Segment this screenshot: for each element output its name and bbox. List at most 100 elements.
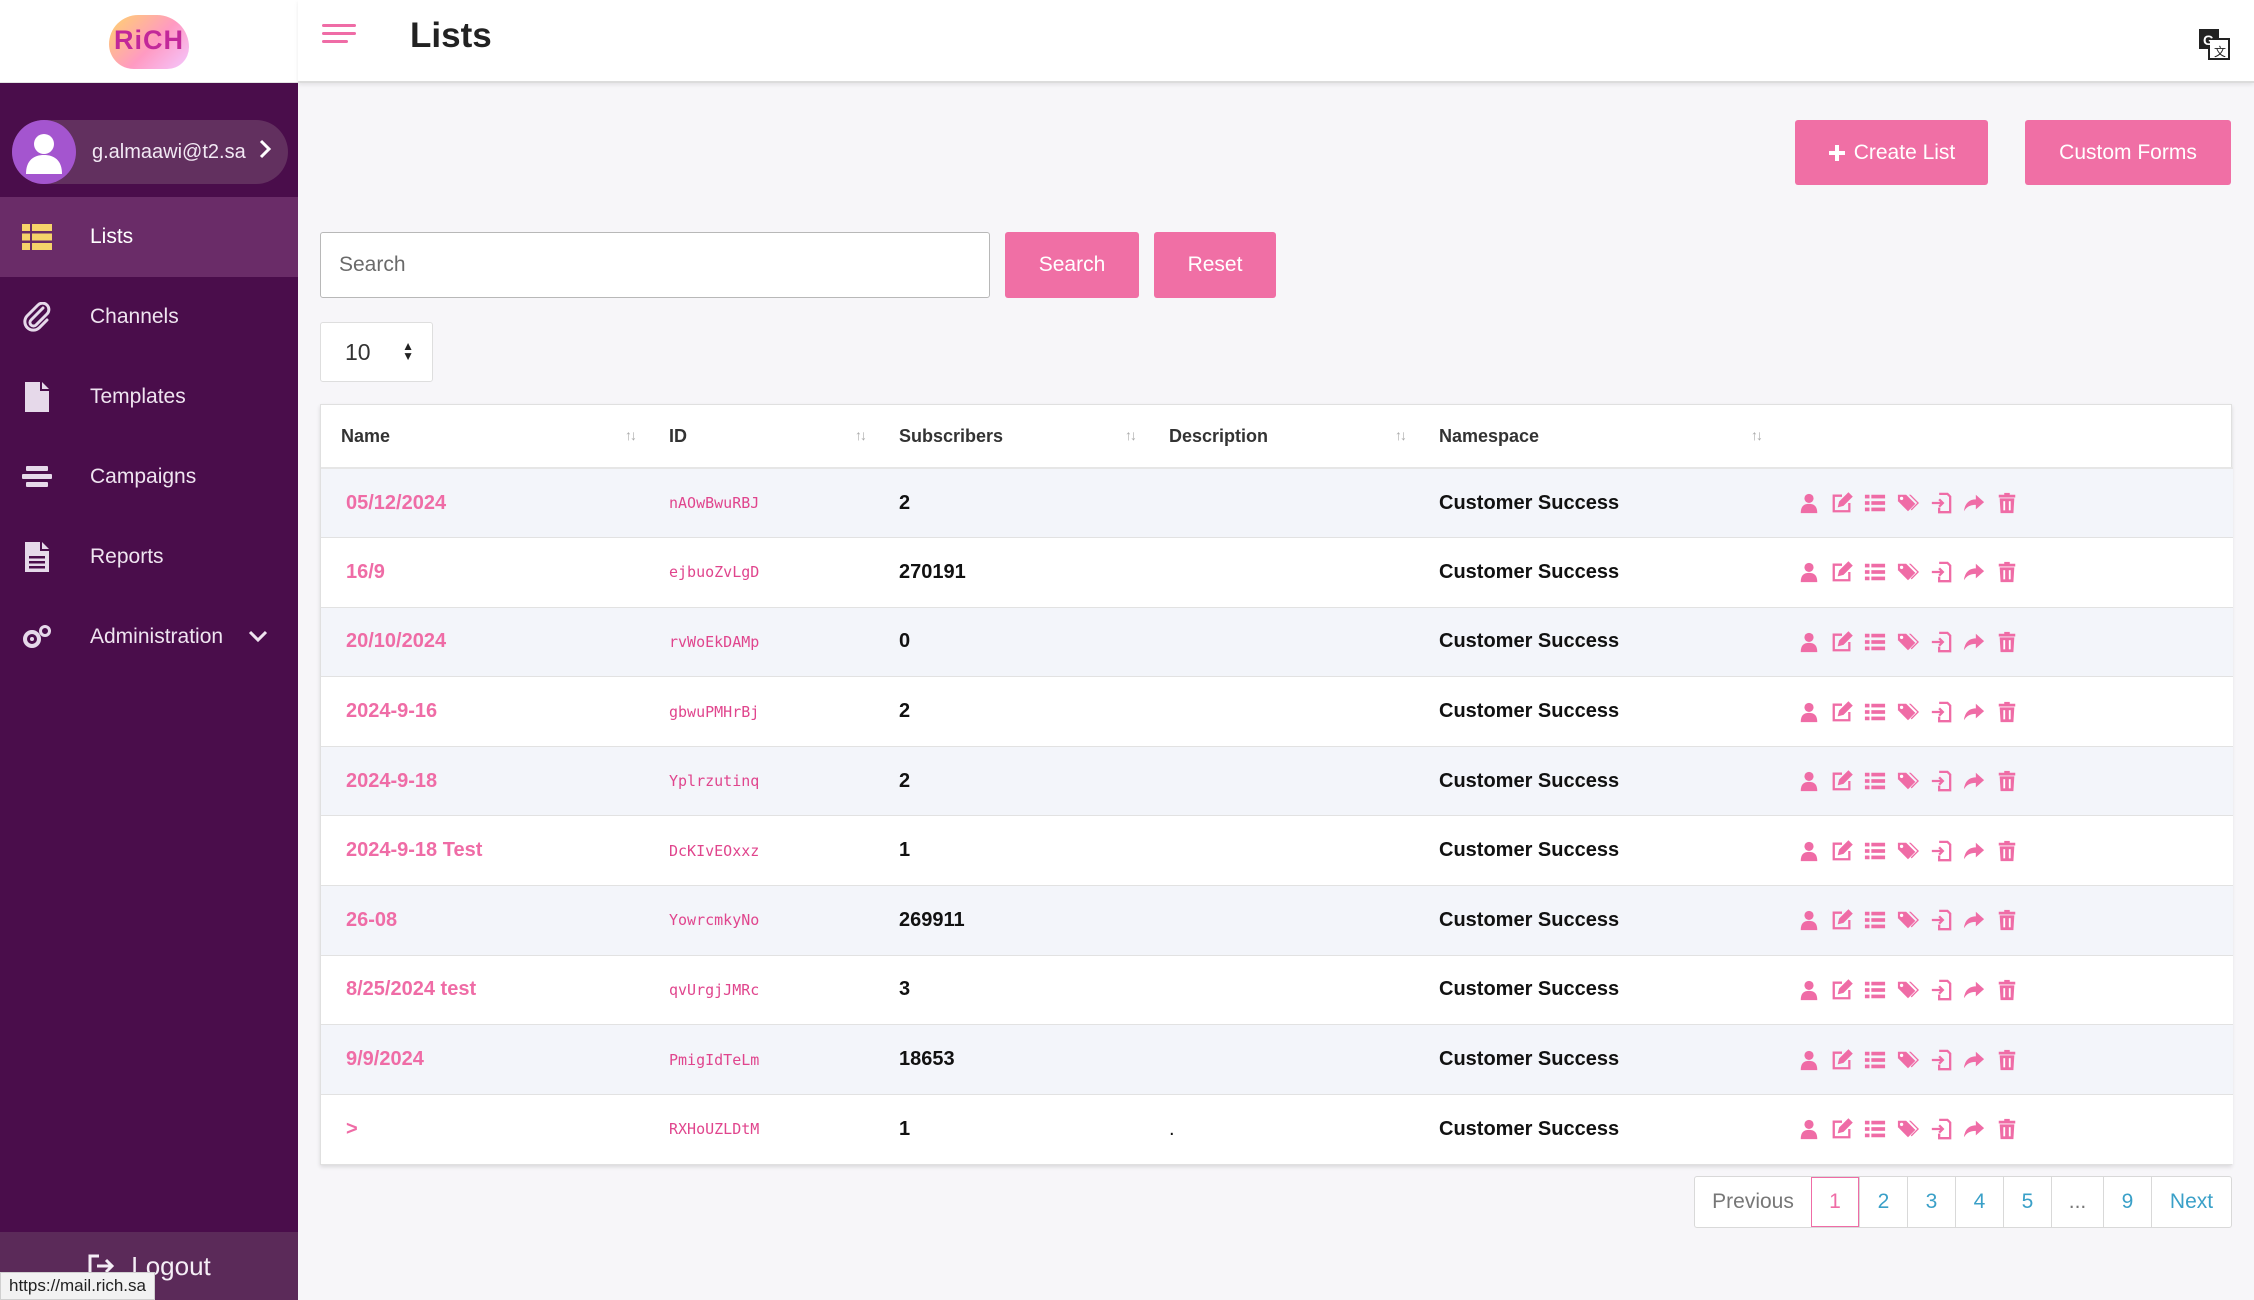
per-page-select[interactable]: 10 ▲ ▼ (320, 322, 433, 382)
pagination-page-9[interactable]: 9 (2103, 1177, 2151, 1227)
edit-action-edit-icon[interactable] (1830, 1048, 1854, 1072)
sidebar-item-lists[interactable]: Lists (0, 197, 298, 277)
import-action-import-icon[interactable] (1929, 1117, 1953, 1141)
list-action-list-icon[interactable] (1863, 908, 1887, 932)
import-action-import-icon[interactable] (1929, 908, 1953, 932)
list-name-link[interactable]: 2024-9-18 (321, 745, 649, 816)
pagination-page-3[interactable]: 3 (1907, 1177, 1955, 1227)
list-name-link[interactable]: 05/12/2024 (321, 467, 649, 538)
edit-action-edit-icon[interactable] (1830, 769, 1854, 793)
user-action-user-icon[interactable] (1797, 769, 1821, 793)
edit-action-edit-icon[interactable] (1830, 908, 1854, 932)
user-action-user-icon[interactable] (1797, 839, 1821, 863)
list-name-link[interactable]: 16/9 (321, 537, 649, 608)
trash-action-trash-icon[interactable] (1995, 769, 2019, 793)
tags-action-tags-icon[interactable] (1896, 839, 1920, 863)
list-name-link[interactable]: 8/25/2024 test (321, 954, 649, 1025)
import-action-import-icon[interactable] (1929, 978, 1953, 1002)
pagination-page-2[interactable]: 2 (1859, 1177, 1907, 1227)
list-name-link[interactable]: > (321, 1093, 649, 1164)
tags-action-tags-icon[interactable] (1896, 630, 1920, 654)
user-action-user-icon[interactable] (1797, 1048, 1821, 1072)
edit-action-edit-icon[interactable] (1830, 700, 1854, 724)
user-action-user-icon[interactable] (1797, 560, 1821, 584)
sidebar-item-reports[interactable]: Reports (0, 517, 298, 597)
share-action-share-icon[interactable] (1962, 630, 1986, 654)
share-action-share-icon[interactable] (1962, 839, 1986, 863)
column-header-id[interactable]: ID ↑↓ (649, 405, 879, 469)
sidebar-item-channels[interactable]: Channels (0, 277, 298, 357)
tags-action-tags-icon[interactable] (1896, 1117, 1920, 1141)
import-action-import-icon[interactable] (1929, 630, 1953, 654)
sidebar-item-templates[interactable]: Templates (0, 357, 298, 437)
edit-action-edit-icon[interactable] (1830, 978, 1854, 1002)
list-action-list-icon[interactable] (1863, 769, 1887, 793)
list-action-list-icon[interactable] (1863, 839, 1887, 863)
trash-action-trash-icon[interactable] (1995, 560, 2019, 584)
share-action-share-icon[interactable] (1962, 769, 1986, 793)
list-name-link[interactable]: 9/9/2024 (321, 1024, 649, 1095)
user-action-user-icon[interactable] (1797, 630, 1821, 654)
sidebar-item-campaigns[interactable]: Campaigns (0, 437, 298, 517)
list-action-list-icon[interactable] (1863, 1048, 1887, 1072)
trash-action-trash-icon[interactable] (1995, 839, 2019, 863)
column-header-subscribers[interactable]: Subscribers ↑↓ (879, 405, 1149, 469)
list-action-list-icon[interactable] (1863, 560, 1887, 584)
pagination-previous[interactable]: Previous (1712, 1190, 1794, 1213)
list-action-list-icon[interactable] (1863, 630, 1887, 654)
tags-action-tags-icon[interactable] (1896, 700, 1920, 724)
user-action-user-icon[interactable] (1797, 491, 1821, 515)
reset-button[interactable]: Reset (1154, 232, 1276, 298)
list-name-link[interactable]: 2024-9-18 Test (321, 815, 649, 886)
search-button[interactable]: Search (1005, 232, 1139, 298)
import-action-import-icon[interactable] (1929, 769, 1953, 793)
column-header-description[interactable]: Description ↑↓ (1149, 405, 1419, 469)
menu-toggle-icon[interactable] (322, 24, 356, 52)
edit-action-edit-icon[interactable] (1830, 560, 1854, 584)
trash-action-trash-icon[interactable] (1995, 700, 2019, 724)
share-action-share-icon[interactable] (1962, 700, 1986, 724)
pagination-page-1[interactable]: 1 (1811, 1177, 1859, 1227)
trash-action-trash-icon[interactable] (1995, 491, 2019, 515)
list-action-list-icon[interactable] (1863, 1117, 1887, 1141)
column-header-namespace[interactable]: Namespace ↑↓ (1419, 405, 1775, 469)
trash-action-trash-icon[interactable] (1995, 1048, 2019, 1072)
create-list-button[interactable]: Create List (1795, 120, 1988, 185)
tags-action-tags-icon[interactable] (1896, 560, 1920, 584)
import-action-import-icon[interactable] (1929, 1048, 1953, 1072)
pagination-page-5[interactable]: 5 (2003, 1177, 2051, 1227)
share-action-share-icon[interactable] (1962, 491, 1986, 515)
import-action-import-icon[interactable] (1929, 839, 1953, 863)
list-name-link[interactable]: 2024-9-16 (321, 676, 649, 747)
trash-action-trash-icon[interactable] (1995, 978, 2019, 1002)
custom-forms-button[interactable]: Custom Forms (2025, 120, 2231, 185)
list-action-list-icon[interactable] (1863, 700, 1887, 724)
edit-action-edit-icon[interactable] (1830, 630, 1854, 654)
tags-action-tags-icon[interactable] (1896, 769, 1920, 793)
edit-action-edit-icon[interactable] (1830, 1117, 1854, 1141)
import-action-import-icon[interactable] (1929, 700, 1953, 724)
import-action-import-icon[interactable] (1929, 491, 1953, 515)
trash-action-trash-icon[interactable] (1995, 630, 2019, 654)
sidebar-item-administration[interactable]: Administration (0, 597, 298, 677)
list-action-list-icon[interactable] (1863, 978, 1887, 1002)
share-action-share-icon[interactable] (1962, 978, 1986, 1002)
user-profile-button[interactable]: g.almaawi@t2.sa (12, 120, 288, 184)
tags-action-tags-icon[interactable] (1896, 491, 1920, 515)
trash-action-trash-icon[interactable] (1995, 1117, 2019, 1141)
tags-action-tags-icon[interactable] (1896, 1048, 1920, 1072)
edit-action-edit-icon[interactable] (1830, 491, 1854, 515)
pagination-next[interactable]: Next (2151, 1177, 2231, 1227)
list-name-link[interactable]: 20/10/2024 (321, 606, 649, 677)
trash-action-trash-icon[interactable] (1995, 908, 2019, 932)
pagination-page-4[interactable]: 4 (1955, 1177, 2003, 1227)
share-action-share-icon[interactable] (1962, 560, 1986, 584)
share-action-share-icon[interactable] (1962, 1117, 1986, 1141)
tags-action-tags-icon[interactable] (1896, 908, 1920, 932)
app-logo[interactable]: RiCH (101, 11, 197, 71)
list-action-list-icon[interactable] (1863, 491, 1887, 515)
search-input[interactable] (320, 232, 990, 298)
user-action-user-icon[interactable] (1797, 1117, 1821, 1141)
import-action-import-icon[interactable] (1929, 560, 1953, 584)
